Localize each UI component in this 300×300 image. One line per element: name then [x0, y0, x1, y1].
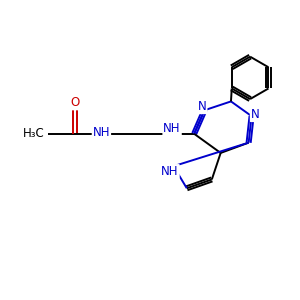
Text: N: N	[251, 108, 260, 121]
Text: H₃C: H₃C	[23, 127, 45, 140]
Text: N: N	[198, 100, 206, 113]
Text: NH: NH	[93, 126, 110, 139]
Text: O: O	[70, 96, 80, 110]
Text: NH: NH	[161, 165, 179, 178]
Text: NH: NH	[163, 122, 181, 135]
